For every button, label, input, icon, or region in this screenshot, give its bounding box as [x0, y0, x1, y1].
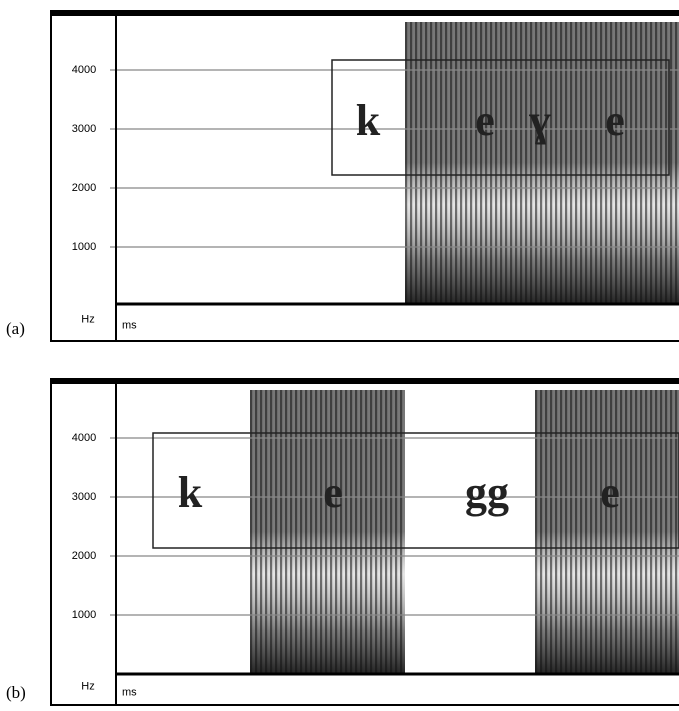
x-unit: ms — [122, 686, 137, 698]
y-tick-label: 4000 — [72, 432, 96, 444]
segment-label: k — [356, 96, 381, 145]
y-tick-label: 2000 — [72, 182, 96, 194]
panel-label: (b) — [6, 683, 26, 702]
y-tick-label: 3000 — [72, 123, 96, 135]
segment-label: k — [178, 468, 203, 517]
spectrogram-striations — [250, 390, 405, 673]
segment-box — [152, 432, 679, 549]
segment-label: e — [323, 468, 343, 517]
y-tick-label: 1000 — [72, 241, 96, 253]
spectrogram-striations — [535, 390, 679, 673]
segment-label: gg — [465, 468, 509, 517]
segment-label: e — [605, 96, 625, 145]
segment-label: ɣ — [529, 96, 551, 145]
y-unit: Hz — [81, 680, 94, 692]
x-unit: ms — [122, 319, 137, 331]
spectrogram-striations — [405, 22, 679, 303]
segment-box — [331, 59, 670, 176]
segment-label: e — [475, 96, 495, 145]
y-tick-label: 4000 — [72, 64, 96, 76]
y-tick-label: 2000 — [72, 550, 96, 562]
y-tick-label: 3000 — [72, 491, 96, 503]
segment-label: e — [600, 468, 620, 517]
y-unit: Hz — [81, 313, 94, 325]
y-tick-label: 1000 — [72, 609, 96, 621]
panel-label: (a) — [6, 319, 25, 338]
